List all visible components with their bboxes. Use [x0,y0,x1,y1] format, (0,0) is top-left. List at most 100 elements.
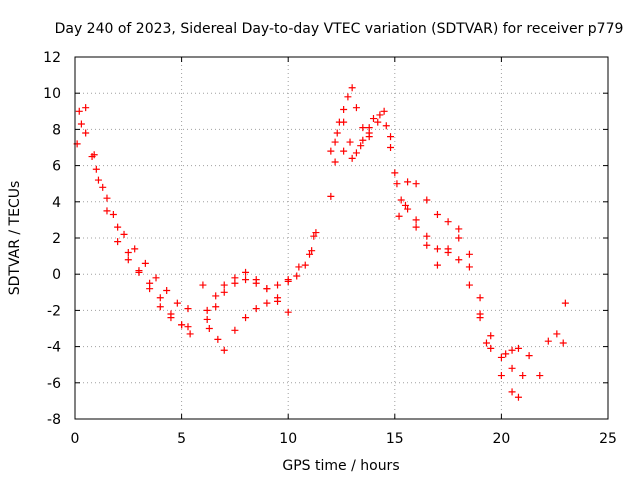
data-point [327,147,335,155]
data-point [395,212,403,220]
data-point [109,210,117,218]
data-point [205,325,213,332]
x-tick-label: 5 [177,431,186,447]
grid [75,57,608,419]
data-point [455,234,463,242]
data-point [82,104,90,112]
series-track-k [397,178,527,380]
series-track-m [401,201,490,347]
data-point [455,225,463,233]
data-point [333,129,341,137]
x-tick-label: 15 [386,431,404,447]
data-point [380,107,388,115]
data-point [519,372,527,380]
y-tick-label: 4 [52,195,61,211]
y-tick-label: 0 [52,267,61,283]
x-tick-label: 10 [279,431,297,447]
data-point [497,353,505,361]
data-point [103,194,111,202]
data-point [220,288,228,296]
data-point [212,292,220,300]
data-point [340,118,348,126]
data-point [487,344,495,352]
data-point [359,136,367,144]
data-point [387,133,395,141]
data-point [412,180,420,188]
data-point [376,111,384,119]
data-point [77,120,85,128]
data-point [231,326,239,334]
data-point [94,176,102,184]
data-point [124,256,132,264]
data-point [359,124,367,132]
data-point [346,138,354,146]
data-point [141,259,149,267]
y-axis-label: SDTVAR / TECUs [7,181,23,296]
data-point [412,216,420,224]
y-tick-label: 6 [52,159,61,175]
data-points [73,84,569,401]
data-point [444,218,452,226]
data-point [186,330,194,338]
data-point [393,180,401,188]
data-point [284,277,292,285]
data-point [374,118,382,126]
data-point [308,247,316,255]
data-point [465,263,473,271]
series-track-g [284,229,320,285]
data-point [103,207,111,215]
data-point [199,281,207,289]
data-point [404,205,412,213]
data-point [167,314,175,322]
y-tick-label: -6 [47,376,61,392]
data-point [465,250,473,258]
data-point [514,344,522,352]
data-point [497,372,505,380]
x-tick-label: 0 [71,431,80,447]
y-tick-label: 12 [43,50,61,66]
series-track-h [327,84,373,200]
data-point [284,308,292,316]
y-tick-label: 2 [52,231,61,247]
data-point [92,165,100,173]
data-point [156,294,164,302]
data-point [156,303,164,311]
data-point [220,346,228,354]
data-point [327,192,335,200]
data-point [75,107,83,115]
plot-frame [74,56,609,420]
data-point [559,339,567,347]
x-tick-label: 20 [492,431,510,447]
series-track-n [502,299,569,380]
data-point [502,350,510,358]
data-point [433,210,441,218]
data-point [357,142,365,150]
data-point [124,248,132,256]
data-point [120,230,128,238]
data-point [508,388,516,396]
data-point [242,314,250,322]
x-axis-label: GPS time / hours [282,458,399,474]
data-point [306,250,314,258]
data-point [203,306,211,314]
data-point [404,178,412,186]
data-point [163,286,171,294]
data-point [295,263,303,271]
data-point [173,299,181,307]
data-point [508,364,516,372]
x-tick-label: 25 [599,431,617,447]
data-point [553,330,561,338]
y-tick-label: 8 [52,122,61,138]
data-point [561,299,569,307]
data-point [293,272,301,280]
data-point [508,346,516,354]
axis-ticks: 0 5 10 15 20 25 -8 -6 -4 -2 0 2 4 6 8 10 12 [43,50,617,447]
data-point [331,138,339,146]
y-tick-label: -4 [47,340,61,356]
data-point [252,305,260,313]
data-point [455,256,463,264]
series-track-i [327,111,399,177]
data-point [274,281,282,289]
data-point [220,281,228,289]
